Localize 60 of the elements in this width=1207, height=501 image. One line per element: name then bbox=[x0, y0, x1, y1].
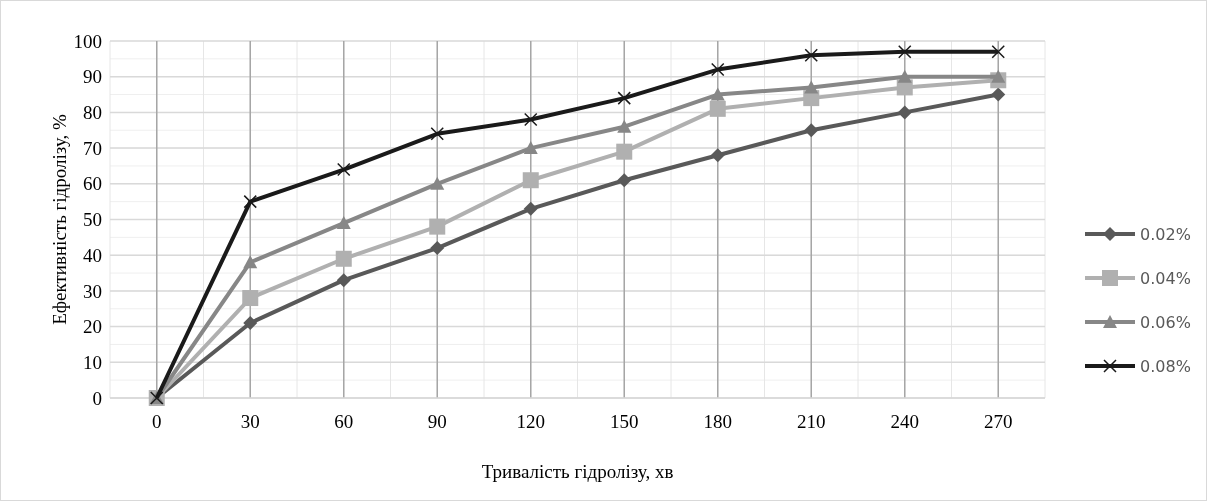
x-tick-label: 120 bbox=[516, 411, 545, 432]
point bbox=[804, 80, 819, 94]
y-tick-label: 0 bbox=[92, 387, 102, 409]
point bbox=[617, 173, 632, 188]
point bbox=[991, 69, 1006, 83]
point bbox=[709, 100, 726, 117]
point bbox=[243, 255, 258, 269]
point bbox=[430, 241, 445, 256]
point bbox=[243, 316, 258, 331]
y-tick-label: 40 bbox=[83, 244, 102, 266]
y-tick-label: 100 bbox=[73, 30, 102, 52]
point bbox=[617, 119, 632, 133]
y-axis-title: Ефективність гідролізу, % bbox=[49, 114, 70, 325]
x-tick-label: 30 bbox=[240, 411, 260, 432]
y-tick-label: 10 bbox=[83, 351, 102, 373]
point bbox=[804, 123, 819, 138]
point bbox=[991, 87, 1006, 102]
point bbox=[617, 91, 631, 105]
y-tick-label: 50 bbox=[83, 209, 102, 231]
point bbox=[336, 216, 351, 230]
y-tick-label: 30 bbox=[83, 280, 102, 302]
point bbox=[337, 162, 351, 177]
x-tick-label: 240 bbox=[890, 411, 919, 432]
point bbox=[243, 194, 257, 209]
point bbox=[897, 105, 912, 120]
point bbox=[991, 44, 1005, 59]
point bbox=[898, 44, 912, 59]
point bbox=[430, 176, 445, 190]
x-tick-label: 270 bbox=[984, 411, 1013, 432]
y-tick-label: 60 bbox=[83, 173, 102, 195]
point bbox=[524, 112, 538, 127]
y-tick-label: 90 bbox=[83, 66, 102, 88]
point bbox=[336, 273, 351, 288]
y-tick-label: 20 bbox=[83, 316, 102, 338]
point bbox=[430, 127, 444, 141]
point bbox=[897, 69, 912, 83]
x-tick-label: 0 bbox=[152, 411, 162, 432]
x-tick-label: 90 bbox=[427, 411, 447, 432]
point bbox=[335, 250, 352, 267]
x-axis-title: Тривалість гідролізу, хв bbox=[481, 461, 674, 482]
point bbox=[242, 290, 259, 307]
legend-label: 0.08% bbox=[1140, 356, 1191, 376]
point bbox=[429, 218, 446, 235]
y-tick-label: 80 bbox=[83, 102, 102, 124]
x-tick-label: 180 bbox=[703, 411, 732, 432]
point bbox=[523, 141, 538, 155]
legend-label: 0.06% bbox=[1140, 312, 1191, 332]
point bbox=[523, 201, 538, 216]
y-tick-label: 70 bbox=[83, 137, 102, 159]
x-tick-label: 60 bbox=[334, 411, 354, 432]
x-tick-label: 150 bbox=[610, 411, 639, 432]
point bbox=[710, 87, 725, 101]
x-tick-label: 210 bbox=[797, 411, 826, 432]
point bbox=[804, 48, 818, 63]
point bbox=[522, 172, 539, 189]
legend-label: 0.02% bbox=[1140, 224, 1191, 244]
point bbox=[710, 148, 725, 163]
point bbox=[711, 62, 725, 77]
point bbox=[616, 143, 633, 160]
legend-label: 0.04% bbox=[1140, 268, 1191, 288]
